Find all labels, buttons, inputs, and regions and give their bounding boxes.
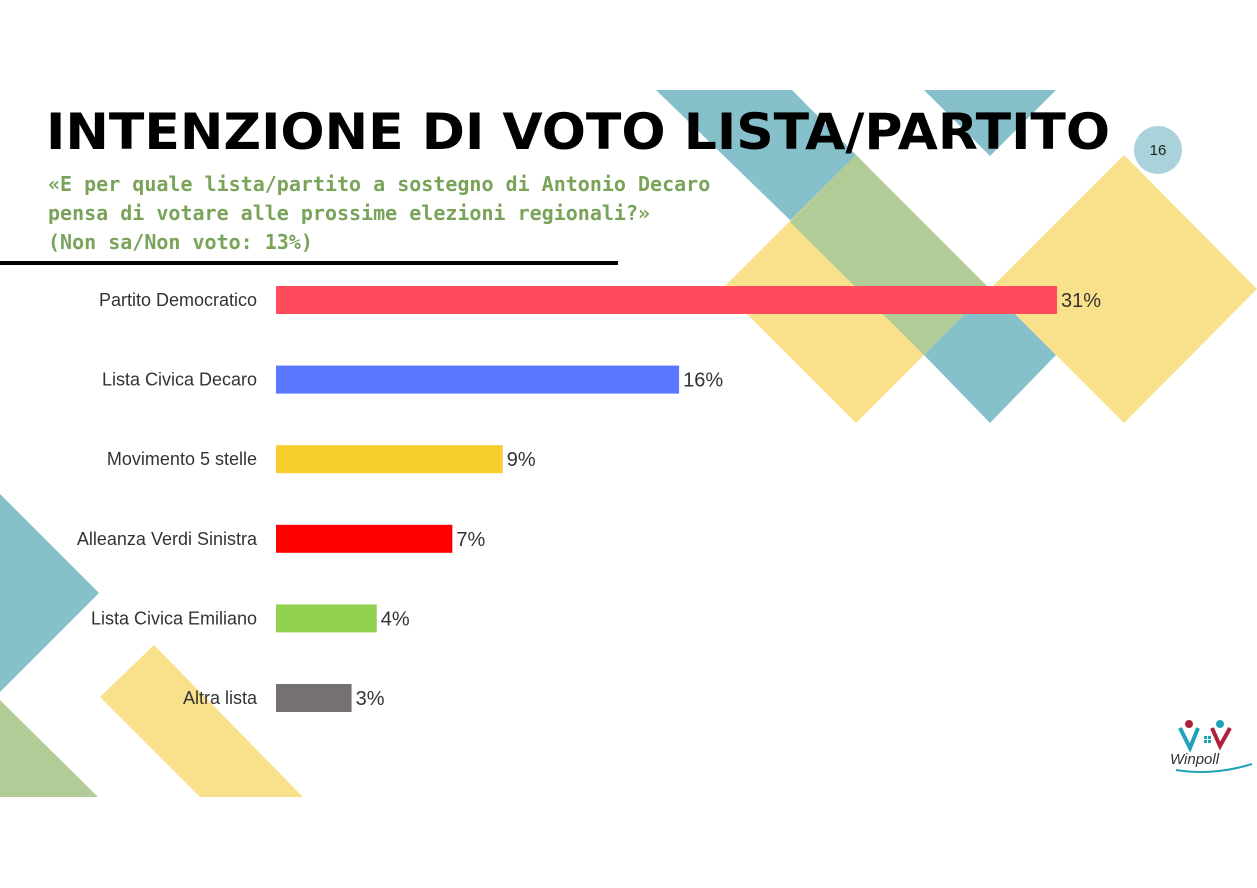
question-text: «E per quale lista/partito a sostegno di… (48, 170, 710, 257)
non-response-note: (Non sa/Non voto: 13%) (48, 230, 313, 254)
deco-yellow-band (100, 645, 303, 797)
value-label-altra-lista: 3% (356, 688, 385, 710)
category-label-movimento-5-stelle: Movimento 5 stelle (107, 449, 257, 469)
bar-lista-civica-emiliano (276, 604, 377, 633)
bar-lista-civica-decaro (276, 365, 680, 394)
deco-green-triangle-left (0, 700, 98, 797)
deco-teal-triangle-left (0, 494, 99, 692)
bar-alleanza-verdi-sinistra (276, 524, 453, 553)
deco-teal-triangle-top (656, 90, 869, 222)
title-divider (0, 261, 618, 265)
category-label-alleanza-verdi-sinistra: Alleanza Verdi Sinistra (77, 529, 258, 549)
deco-teal-small-triangle (924, 90, 1056, 156)
winpoll-logo: Winpoll (1170, 720, 1253, 773)
question-line-1: «E per quale lista/partito a sostegno di… (48, 172, 711, 196)
bar-altra-lista (276, 684, 352, 712)
question-line-2: pensa di votare alle prossime elezioni r… (48, 201, 651, 225)
slide-title: INTENZIONE DI VOTO LISTA/PARTITO (46, 103, 1111, 161)
category-label-lista-civica-emiliano: Lista Civica Emiliano (91, 608, 257, 628)
value-label-movimento-5-stelle: 9% (507, 449, 536, 471)
deco-teal-diamond (924, 289, 1056, 423)
value-label-lista-civica-decaro: 16% (683, 370, 723, 392)
value-label-partito-democratico: 31% (1061, 290, 1101, 312)
value-label-alleanza-verdi-sinistra: 7% (456, 529, 485, 551)
deco-yellow-diamond-right (990, 155, 1257, 423)
bar-chart: Partito Democratico 31% Lista Civica Decar… (77, 286, 1101, 712)
category-label-altra-lista: Altra lista (183, 688, 258, 708)
bar-partito-democratico (276, 286, 1057, 314)
value-label-lista-civica-emiliano: 4% (381, 608, 410, 630)
bar-movimento-5-stelle (276, 445, 503, 474)
category-label-partito-democratico: Partito Democratico (99, 290, 257, 310)
page-number-badge: 16 (1134, 126, 1182, 174)
category-label-lista-civica-decaro: Lista Civica Decaro (102, 370, 257, 390)
logo-wordmark: Winpoll (1170, 751, 1220, 768)
